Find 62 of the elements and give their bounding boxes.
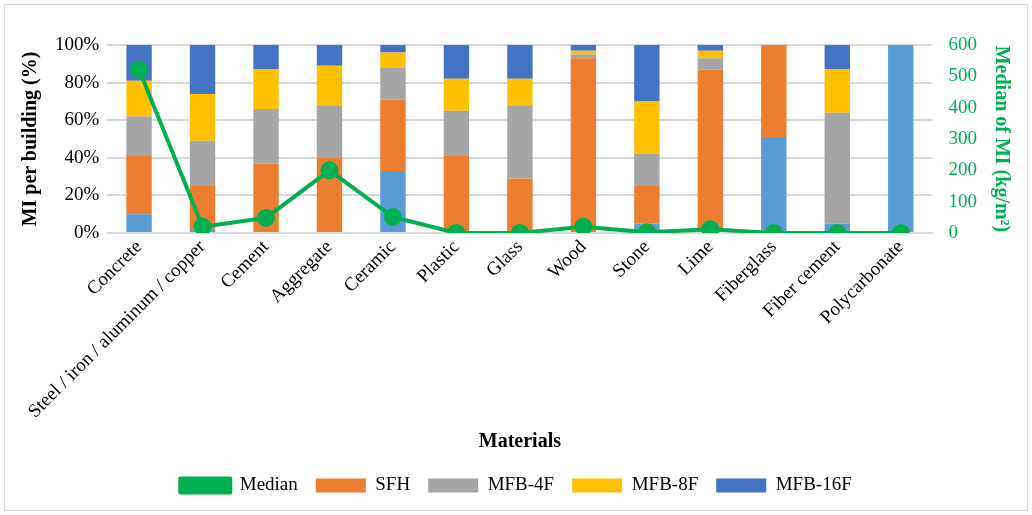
bar (697, 50, 724, 59)
y2-tick-label: 200 (948, 158, 977, 180)
y2-axis-title: Median of MI (kg/m²) (990, 45, 1014, 233)
bar (824, 112, 850, 224)
y-tick-label: 100% (55, 32, 100, 54)
legend-label: MFB-4F (487, 473, 555, 495)
bar (380, 67, 406, 100)
bar (570, 45, 597, 51)
bar (126, 116, 152, 156)
bar (189, 93, 216, 141)
bar (507, 45, 533, 79)
bar (443, 78, 470, 111)
bar (126, 80, 152, 117)
bar (316, 105, 343, 158)
bar (189, 140, 216, 186)
y2-tick-label: 0 (948, 220, 958, 242)
bar (507, 178, 533, 232)
bar (316, 65, 343, 106)
bar (697, 45, 724, 51)
legend-label: Median (239, 473, 299, 495)
y2-tick-label: 500 (948, 64, 977, 86)
bar (253, 45, 279, 70)
bar (634, 101, 660, 155)
bar (380, 45, 406, 53)
bar (253, 108, 279, 164)
y-tick-label: 40% (64, 145, 100, 167)
bar (443, 155, 470, 232)
bar (697, 58, 724, 70)
y2-tick-label: 400 (948, 95, 977, 117)
y-tick-label: 20% (64, 183, 100, 205)
bar (316, 45, 343, 66)
bar (761, 137, 787, 232)
bar (443, 110, 470, 156)
bar (380, 52, 406, 68)
bar (507, 78, 533, 106)
bar (507, 105, 533, 179)
bar (380, 99, 406, 171)
y2-tick-label: 600 (948, 32, 977, 54)
bar (824, 45, 850, 70)
bar (634, 185, 660, 224)
bar (570, 54, 597, 59)
bar (634, 154, 660, 186)
bar (761, 45, 787, 138)
bar (634, 45, 660, 102)
y-tick-label: 80% (64, 70, 100, 92)
x-axis-title: Materials (478, 429, 562, 452)
legend-label: SFH (375, 473, 411, 495)
bar (888, 45, 914, 232)
y-tick-label: 0% (74, 220, 100, 242)
bar (189, 45, 216, 94)
bar (253, 69, 279, 109)
legend-label: MFB-16F (775, 473, 852, 495)
y-axis-title: MI per building (%) (18, 51, 42, 227)
bar (126, 214, 152, 232)
y-tick-label: 60% (64, 108, 100, 130)
bar (570, 58, 597, 232)
legend-label: MFB-8F (631, 473, 699, 495)
y2-tick-label: 100 (948, 189, 977, 211)
bar (443, 45, 470, 79)
bar (126, 155, 152, 215)
y2-tick-label: 300 (948, 126, 977, 148)
bar (824, 69, 850, 113)
